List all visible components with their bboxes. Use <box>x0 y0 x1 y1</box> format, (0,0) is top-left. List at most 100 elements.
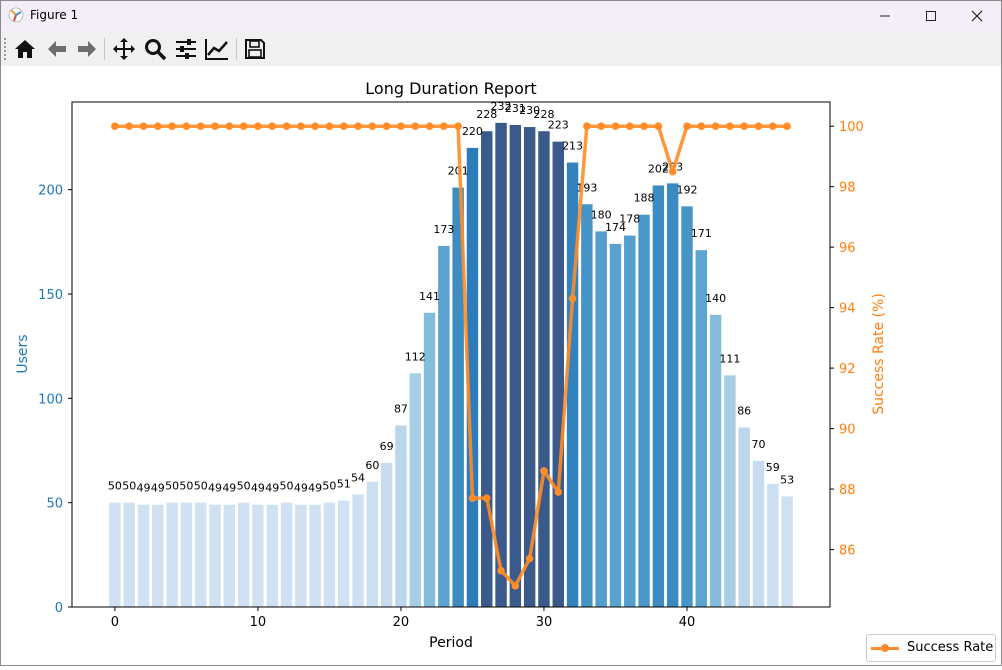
bar-value-label: 51 <box>337 478 351 491</box>
bar-value-label: 49 <box>308 482 322 495</box>
save-floppy-icon <box>245 39 265 59</box>
bar <box>638 214 650 607</box>
success-rate-point <box>726 122 734 130</box>
bar-value-label: 220 <box>462 125 483 138</box>
y-tick-label: 150 <box>38 288 63 303</box>
bar <box>452 187 464 607</box>
success-rate-point <box>254 122 262 130</box>
bar-value-label: 54 <box>351 471 365 484</box>
forward-arrow-icon <box>78 41 96 57</box>
bar <box>466 147 479 607</box>
bar <box>652 185 665 607</box>
success-rate-point <box>583 122 591 130</box>
home-button[interactable] <box>12 36 38 62</box>
save-button[interactable] <box>242 36 268 62</box>
bar <box>152 504 164 607</box>
back-button[interactable] <box>44 36 70 62</box>
success-rate-point <box>111 122 119 130</box>
bar <box>609 243 622 608</box>
toolbar-separator <box>236 38 237 60</box>
bar <box>223 504 236 607</box>
bar <box>495 122 507 607</box>
close-button[interactable] <box>954 0 1000 32</box>
bar-value-label: 192 <box>676 183 697 196</box>
success-rate-point <box>382 122 391 130</box>
bar <box>509 124 522 608</box>
bar <box>595 231 607 607</box>
x-tick-label: 20 <box>393 615 410 630</box>
success-rate-point <box>425 122 434 130</box>
success-rate-point <box>268 122 277 130</box>
success-rate-point <box>440 122 448 130</box>
window-titlebar: Figure 1 <box>0 0 1002 32</box>
pan-move-icon <box>113 38 135 60</box>
success-rate-point <box>683 122 691 130</box>
bar-value-label: 230 <box>519 104 540 117</box>
configure-subplots-button[interactable] <box>173 36 199 62</box>
success-rate-point <box>297 122 305 130</box>
y-tick-label: 0 <box>55 601 63 616</box>
bar-value-label: 231 <box>505 102 526 115</box>
zoom-button[interactable] <box>142 36 168 62</box>
bar-value-label: 223 <box>548 119 569 132</box>
bar-value-label: 49 <box>294 482 308 495</box>
bar <box>409 373 421 607</box>
x-tick-label: 10 <box>250 615 267 630</box>
edit-axis-button[interactable] <box>204 36 230 62</box>
bar <box>523 127 536 607</box>
x-tick-label: 30 <box>536 615 553 630</box>
bar <box>194 502 207 607</box>
bar-value-label: 49 <box>265 482 279 495</box>
bar <box>423 312 436 607</box>
bar-value-label: 202 <box>648 162 669 175</box>
bar <box>724 375 736 607</box>
bar-value-label: 232 <box>491 100 512 113</box>
bar-value-label: 50 <box>237 480 251 493</box>
pan-button[interactable] <box>111 36 137 62</box>
bar-series <box>109 122 793 608</box>
bar <box>209 504 221 607</box>
forward-button[interactable] <box>74 36 100 62</box>
success-rate-point <box>325 122 334 130</box>
bar-value-label: 180 <box>591 208 612 221</box>
bar-value-label: 213 <box>562 140 583 153</box>
success-rate-point <box>125 122 134 130</box>
bar <box>438 245 450 607</box>
bar <box>566 162 579 607</box>
success-rate-point <box>754 122 763 130</box>
success-rate-point <box>225 122 234 130</box>
bar-value-label: 228 <box>476 108 497 121</box>
success-rate-point <box>354 122 362 130</box>
plot-frame <box>71 101 831 608</box>
bar-value-label: 69 <box>380 440 394 453</box>
success-rate-point <box>497 566 505 575</box>
configure-subplots-icon <box>176 39 196 59</box>
success-rate-point <box>711 122 720 130</box>
success-rate-point <box>454 122 462 130</box>
bar-value-label: 86 <box>737 405 751 418</box>
success-rate-point <box>625 122 634 130</box>
bar <box>666 183 679 607</box>
bar-value-label: 50 <box>165 480 179 493</box>
y-tick-label: 50 <box>46 497 63 512</box>
success-rate-point <box>468 494 477 502</box>
navigation-toolbar <box>0 32 1002 66</box>
y2-tick-label: 86 <box>839 544 856 559</box>
bar <box>738 427 750 607</box>
success-rate-point <box>511 582 520 590</box>
bar-value-label: 141 <box>419 290 440 303</box>
y2-tick-label: 88 <box>839 483 856 498</box>
success-rate-point <box>211 122 219 130</box>
success-rate-point <box>182 122 191 130</box>
success-rate-point <box>783 122 791 130</box>
bar-value-label: 87 <box>394 402 408 415</box>
success-rate-point <box>597 122 605 130</box>
bar-value-label: 174 <box>605 221 626 234</box>
minimize-button[interactable] <box>862 0 908 32</box>
bar <box>767 483 779 607</box>
bar <box>266 504 278 607</box>
maximize-button[interactable] <box>908 0 954 32</box>
toolbar-grip <box>4 38 8 60</box>
bar <box>624 235 636 608</box>
x-tick-label: 40 <box>679 615 696 630</box>
